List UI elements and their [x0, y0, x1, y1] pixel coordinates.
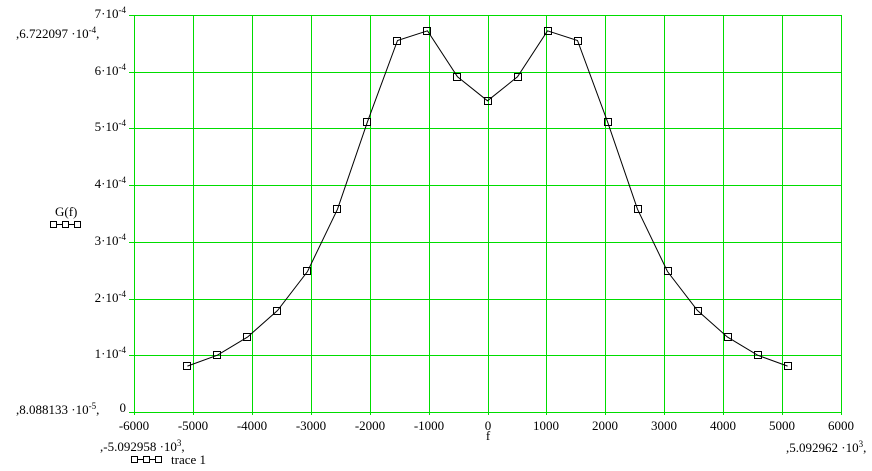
data-point-marker [303, 267, 311, 275]
legend-trace-label: trace 1 [171, 452, 207, 467]
y-tick-label: 1·10-4 [94, 345, 126, 361]
data-point-marker [453, 73, 461, 81]
y-axis-max-limit-mantissa: ,6.722097 ·10 [16, 26, 89, 41]
x-axis-max-limit[interactable]: ,5.092962 ·103, [786, 438, 866, 454]
data-point-marker [333, 205, 341, 213]
x-axis-max-limit-comma: , [863, 440, 867, 455]
y-axis-min-limit-mantissa: ,8.088133 ·10 [16, 402, 89, 417]
x-tick-label: 2000 [592, 418, 618, 433]
trace-line [187, 30, 788, 367]
data-point-marker [574, 37, 582, 45]
y-axis-max-limit[interactable]: ,6.722097 ·10-4, [16, 24, 99, 40]
data-point-marker [634, 205, 642, 213]
data-point-marker [544, 27, 552, 35]
x-tick-label: -6000 [118, 418, 150, 433]
data-point-marker [604, 118, 612, 126]
y-tick-label: 6·10-4 [94, 62, 126, 78]
x-axis-max-limit-exponent: 3 [858, 439, 864, 449]
data-point-marker [393, 37, 401, 45]
x-tick-label: -5000 [177, 418, 209, 433]
y-axis-min-limit[interactable]: ,8.088133 ·10-5, [16, 400, 99, 416]
data-point-marker [213, 351, 221, 359]
legend-trace-marker-icon [131, 456, 162, 463]
trace-marker-glyph-icon [50, 221, 81, 228]
data-point-marker [484, 97, 492, 105]
data-point-marker [243, 333, 251, 341]
y-tick-label: 7·10-4 [94, 5, 126, 21]
data-point-marker [183, 362, 191, 370]
x-tick-label: 6000 [828, 418, 854, 433]
y-axis-max-limit-comma: , [96, 26, 100, 41]
x-axis-min-limit-mantissa: ,-5.092958 ·10 [100, 439, 177, 454]
y-axis-min-limit-exponent: -5 [88, 401, 97, 411]
data-point-marker [273, 307, 281, 315]
y-tick-label: 5·10-4 [94, 118, 126, 134]
data-point-marker [784, 362, 792, 370]
y-axis-min-limit-comma: , [96, 402, 100, 417]
data-point-marker [754, 351, 762, 359]
x-tick-label: 1000 [533, 418, 559, 433]
x-tick-label: -2000 [354, 418, 386, 433]
data-point-marker [694, 307, 702, 315]
x-axis-min-limit-comma: , [181, 439, 185, 454]
legend: trace 1 [131, 453, 206, 466]
x-axis-title: f [485, 428, 491, 443]
grid [129, 15, 842, 415]
x-tick-label: 4000 [710, 418, 736, 433]
x-tick-label: 5000 [769, 418, 795, 433]
data-point-marker [514, 73, 522, 81]
data-point-marker [664, 267, 672, 275]
data-point-marker [363, 118, 371, 126]
y-tick-label: 0 [119, 400, 127, 415]
x-axis-max-limit-mantissa: ,5.092962 ·10 [786, 440, 859, 455]
x-axis-min-limit[interactable]: ,-5.092958 ·103, [100, 437, 185, 453]
data-point-marker [724, 333, 732, 341]
y-axis-title: G(f) [55, 204, 78, 219]
y-tick-label: 4·10-4 [94, 175, 126, 191]
data-point-marker [423, 27, 431, 35]
x-tick-label: 0 [484, 418, 492, 433]
y-tick-label: 3·10-4 [94, 232, 126, 248]
x-tick-label: -4000 [236, 418, 268, 433]
x-axis-min-limit-exponent: 3 [176, 438, 182, 448]
x-tick-label: 3000 [651, 418, 677, 433]
x-tick-label: -1000 [413, 418, 445, 433]
y-tick-label: 2·10-4 [94, 289, 126, 305]
x-tick-label: -3000 [295, 418, 327, 433]
y-axis-max-limit-exponent: -4 [88, 25, 97, 35]
